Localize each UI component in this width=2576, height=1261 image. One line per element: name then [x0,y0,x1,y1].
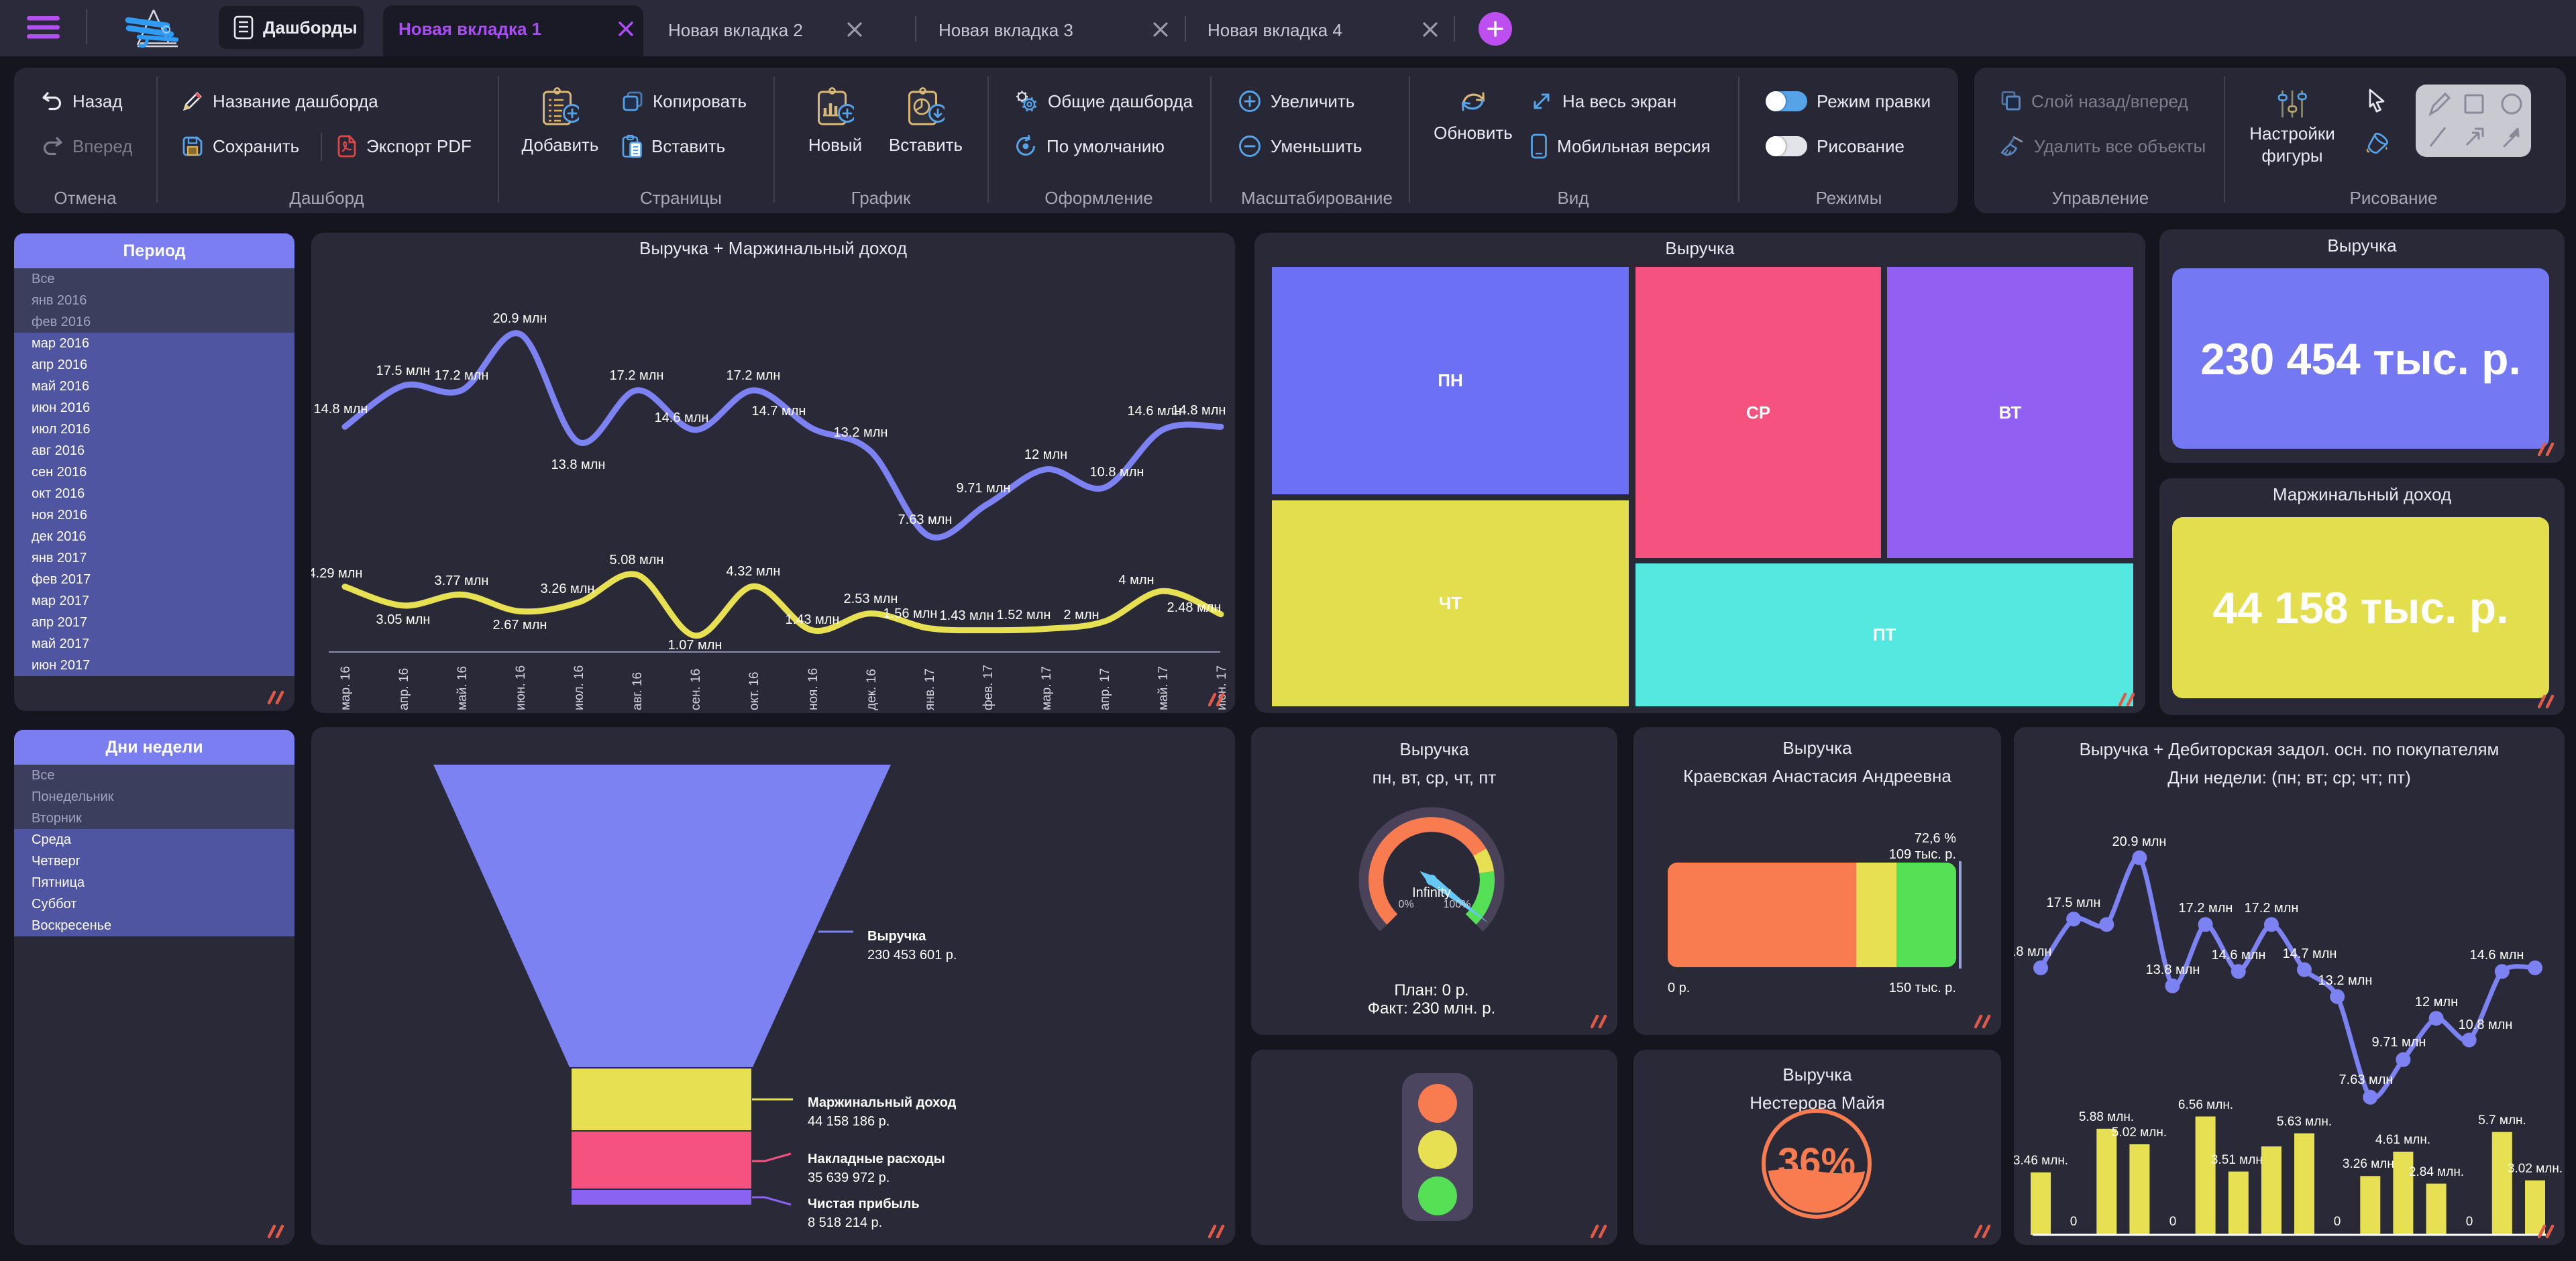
svg-text:14.8 млн: 14.8 млн [2014,944,2051,959]
svg-text:фев. 17: фев. 17 [981,665,996,710]
svg-text:4 млн: 4 млн [1118,573,1154,588]
svg-text:5.08 млн: 5.08 млн [610,553,664,567]
svg-text:17.2 млн: 17.2 млн [2245,901,2299,916]
svg-text:17.2 млн: 17.2 млн [610,368,664,383]
svg-text:20.9 млн: 20.9 млн [2112,834,2167,849]
svg-text:0%: 0% [1398,899,1413,910]
svg-text:2.84 млн.: 2.84 млн. [2409,1165,2464,1179]
svg-text:План: 0 р.: План: 0 р. [1394,981,1468,999]
svg-text:5.02 млн.: 5.02 млн. [2112,1126,2167,1140]
svg-text:1.43 млн: 1.43 млн [940,608,994,623]
svg-text:Infinity: Infinity [1412,885,1451,900]
svg-text:1.07 млн: 1.07 млн [668,638,722,653]
svg-text:0: 0 [2466,1215,2473,1229]
svg-text:14.6 млн: 14.6 млн [2212,948,2266,963]
svg-text:20.9 млн: 20.9 млн [493,311,547,326]
svg-text:14.8 млн: 14.8 млн [1172,403,1226,418]
svg-text:13.8 млн: 13.8 млн [551,457,606,472]
svg-text:150 тыс. р.: 150 тыс. р. [1889,981,1956,995]
svg-text:Маржинальный доход: Маржинальный доход [808,1095,957,1110]
svg-text:14.7 млн: 14.7 млн [752,404,806,419]
svg-text:0: 0 [2070,1215,2078,1229]
svg-text:2.48 млн: 2.48 млн [1167,600,1222,615]
svg-text:4.29 млн: 4.29 млн [311,566,362,581]
svg-text:апр. 16: апр. 16 [397,668,411,710]
svg-text:17.5 млн: 17.5 млн [2047,895,2101,910]
svg-text:5.63 млн.: 5.63 млн. [2277,1115,2332,1129]
svg-text:2 млн: 2 млн [1063,608,1099,622]
svg-text:9.71 млн: 9.71 млн [2372,1035,2426,1050]
svg-text:10.8 млн: 10.8 млн [1090,465,1144,480]
svg-text:5.88 млн.: 5.88 млн. [2079,1110,2134,1124]
svg-text:4.61 млн.: 4.61 млн. [2375,1133,2430,1147]
svg-text:окт. 16: окт. 16 [747,672,761,710]
svg-text:апр. 17: апр. 17 [1098,668,1112,710]
svg-text:109 тыс. р.: 109 тыс. р. [1889,847,1956,862]
svg-text:12 млн: 12 млн [2415,995,2458,1009]
svg-text:35 639 972 р.: 35 639 972 р. [808,1170,890,1185]
svg-text:14.6 млн: 14.6 млн [1128,404,1182,419]
svg-text:Выручка: Выручка [867,929,926,944]
svg-text:7.63 млн: 7.63 млн [2339,1073,2394,1087]
svg-text:7.63 млн: 7.63 млн [898,512,953,527]
svg-text:14.7 млн: 14.7 млн [2283,946,2337,961]
svg-text:0 р.: 0 р. [1668,981,1690,995]
svg-text:мар. 17: мар. 17 [1040,666,1054,710]
svg-text:июл. 16: июл. 16 [572,665,586,710]
svg-text:14.6 млн: 14.6 млн [655,410,709,425]
svg-text:10.8 млн: 10.8 млн [2459,1018,2513,1032]
svg-text:13.2 млн: 13.2 млн [2318,973,2373,988]
svg-text:6.56 млн.: 6.56 млн. [2178,1098,2233,1112]
svg-text:дек. 16: дек. 16 [865,669,879,710]
svg-text:янв. 17: янв. 17 [923,668,937,710]
svg-text:72,6 %: 72,6 % [1915,831,1956,846]
svg-text:авг. 16: авг. 16 [631,672,645,710]
svg-text:0: 0 [2169,1215,2177,1229]
svg-text:17.2 млн: 17.2 млн [727,368,781,383]
svg-text:сен. 16: сен. 16 [689,669,703,710]
svg-text:3.46 млн.: 3.46 млн. [2014,1154,2068,1168]
svg-text:36%: 36% [1778,1140,1856,1184]
svg-text:2.53 млн: 2.53 млн [844,592,898,606]
svg-text:июн. 17: июн. 17 [1215,665,1229,710]
svg-text:1.43 млн: 1.43 млн [786,612,840,627]
svg-text:2.67 млн: 2.67 млн [493,618,547,633]
svg-text:май. 16: май. 16 [455,666,470,710]
svg-text:14.8 млн: 14.8 млн [314,402,368,417]
svg-text:12 млн: 12 млн [1024,447,1067,462]
svg-text:17.2 млн: 17.2 млн [2179,901,2233,916]
svg-text:230 453 601 р.: 230 453 601 р. [867,948,957,963]
svg-text:13.8 млн: 13.8 млн [2146,963,2200,977]
svg-text:4.32 млн: 4.32 млн [727,564,781,579]
svg-text:ноя. 16: ноя. 16 [806,668,820,710]
svg-text:17.2 млн: 17.2 млн [435,368,489,383]
svg-text:0: 0 [2334,1215,2341,1229]
svg-text:3.02 млн.: 3.02 млн. [2508,1162,2563,1176]
svg-text:3.26 млн.: 3.26 млн. [2343,1157,2398,1171]
svg-text:1.56 млн: 1.56 млн [883,606,938,621]
svg-text:1.52 млн: 1.52 млн [997,608,1051,622]
svg-text:Чистая прибыль: Чистая прибыль [808,1197,920,1211]
svg-text:июн. 16: июн. 16 [514,665,528,710]
svg-text:14.6 млн: 14.6 млн [2470,948,2524,963]
svg-text:3.77 млн: 3.77 млн [435,573,489,588]
svg-text:мар. 16: мар. 16 [339,666,353,710]
svg-text:100%: 100% [1444,899,1471,910]
svg-text:3.51 млн.: 3.51 млн. [2211,1153,2266,1167]
svg-text:3.26 млн: 3.26 млн [541,582,595,596]
svg-text:44 158 186 р.: 44 158 186 р. [808,1114,890,1129]
svg-text:5.7 млн.: 5.7 млн. [2478,1113,2526,1128]
svg-text:Факт: 230 млн. р.: Факт: 230 млн. р. [1368,999,1496,1018]
svg-text:13.2 млн: 13.2 млн [834,425,888,440]
svg-text:8 518 214 р.: 8 518 214 р. [808,1215,882,1230]
svg-text:17.5 млн: 17.5 млн [376,364,431,378]
svg-text:Накладные расходы: Накладные расходы [808,1152,945,1166]
svg-text:9.71 млн: 9.71 млн [957,481,1011,496]
svg-text:3.05 млн: 3.05 млн [376,612,431,627]
svg-text:май. 17: май. 17 [1157,666,1171,710]
